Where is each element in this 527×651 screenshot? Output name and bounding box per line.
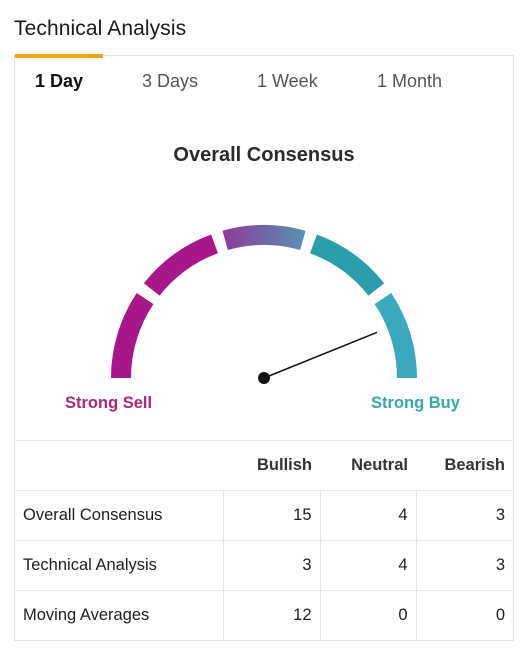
table-row: Technical Analysis 3 4 3 [15, 540, 513, 591]
gauge-segment-strong-buy [374, 292, 417, 379]
header-blank [15, 440, 223, 491]
neutral-count: 4 [319, 490, 416, 541]
table-row: Moving Averages 12 0 0 [15, 590, 513, 641]
consensus-gauge [111, 225, 417, 384]
timeframe-tabs: 1 Day 3 Days 1 Week 1 Month [15, 54, 513, 108]
bearish-count: 0 [415, 590, 513, 641]
tab-1-week[interactable]: 1 Week [257, 71, 318, 91]
header-bearish: Bearish [416, 440, 513, 491]
table-header-row: Bullish Neutral Bearish [15, 440, 513, 491]
strong-sell-label: Strong Sell [65, 394, 153, 412]
tab-3-days[interactable]: 3 Days [142, 71, 199, 91]
tab-1-month[interactable]: 1 Month [377, 71, 443, 91]
tab-1-day[interactable]: 1 Day [35, 71, 84, 91]
bullish-count: 12 [222, 590, 320, 641]
bearish-count: 3 [415, 540, 513, 591]
bullish-count: 15 [222, 490, 320, 541]
header-neutral: Neutral [320, 440, 416, 491]
neutral-count: 0 [319, 590, 416, 641]
gauge-segment-buy [309, 234, 385, 296]
row-label: Technical Analysis [15, 540, 223, 591]
row-label: Overall Consensus [15, 490, 223, 541]
table-row: Overall Consensus 15 4 3 [15, 490, 513, 541]
gauge-needle-hub [258, 372, 270, 384]
bearish-count: 3 [415, 490, 513, 541]
row-label: Moving Averages [15, 590, 223, 641]
gauge-segment-neutral [222, 225, 306, 251]
strong-buy-label: Strong Buy [371, 394, 460, 412]
gauge-needle [263, 331, 378, 379]
gauge-segment-sell [143, 234, 219, 296]
header-bullish: Bullish [223, 440, 320, 491]
gauge-title: Overall Consensus [173, 144, 355, 166]
active-tab-indicator [15, 54, 103, 58]
bullish-count: 3 [222, 540, 320, 591]
technical-analysis-card: 1 Day 3 Days 1 Week 1 Month Overall Cons… [14, 54, 514, 641]
gauge-segment-strong-sell [111, 292, 154, 379]
neutral-count: 4 [319, 540, 416, 591]
indicator-summary-table: Bullish Neutral Bearish Overall Consensu… [15, 440, 513, 641]
widget-title: Technical Analysis [14, 17, 187, 40]
